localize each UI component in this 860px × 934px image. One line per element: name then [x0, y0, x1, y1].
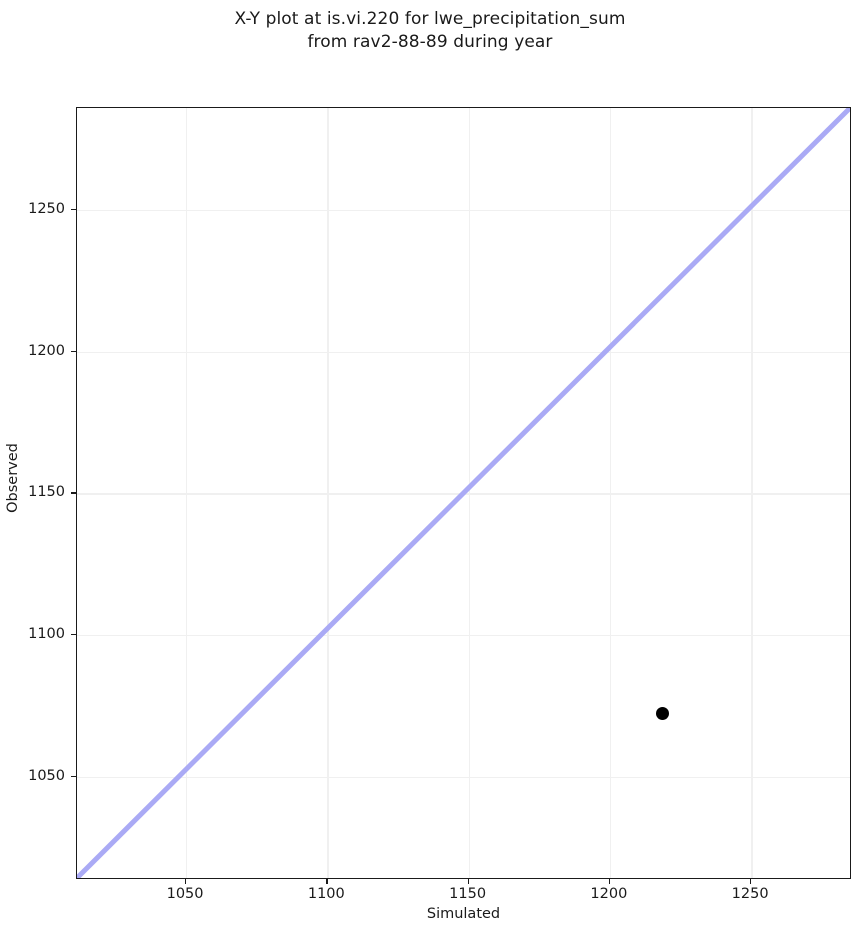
- gridline-horizontal: [77, 776, 850, 778]
- plot-area: [76, 107, 851, 879]
- gridline-horizontal: [77, 351, 850, 354]
- x-tick-label: 1200: [590, 886, 628, 902]
- x-tick-label: 1100: [307, 886, 345, 902]
- x-tick-mark: [185, 879, 187, 884]
- y-tick-label: 1100: [28, 625, 65, 642]
- data-point: [655, 706, 669, 720]
- y-tick-label: 1050: [28, 767, 65, 784]
- gridline-horizontal: [77, 209, 850, 212]
- x-axis-label: Simulated: [426, 906, 501, 922]
- y-tick-mark: [71, 492, 76, 494]
- y-tick-label: 1200: [28, 342, 65, 359]
- x-tick-mark: [608, 879, 611, 884]
- x-tick-mark: [467, 879, 469, 884]
- y-tick-label: 1250: [28, 200, 65, 217]
- one-to-one-reference-line: [77, 108, 850, 878]
- chart-title: X-Y plot at is.vi.220 for lwe_precipitat…: [234, 9, 626, 52]
- x-tick-label: 1050: [166, 886, 204, 902]
- gridline-vertical: [751, 108, 753, 878]
- x-tick-mark: [326, 879, 328, 884]
- gridline-horizontal: [77, 634, 850, 637]
- y-axis-label: Observed: [5, 443, 21, 513]
- x-tick-label: 1150: [449, 886, 487, 902]
- y-tick-label: 1150: [28, 484, 65, 501]
- gridline-vertical: [186, 108, 188, 878]
- gridline-vertical: [609, 108, 612, 878]
- y-tick-mark: [71, 350, 76, 352]
- x-tick-mark: [750, 879, 752, 884]
- y-tick-mark: [71, 208, 76, 211]
- y-tick-mark: [71, 775, 76, 777]
- gridline-vertical: [468, 108, 470, 878]
- x-tick-label: 1250: [731, 886, 769, 902]
- gridline-vertical: [327, 108, 329, 878]
- y-tick-mark: [71, 633, 76, 636]
